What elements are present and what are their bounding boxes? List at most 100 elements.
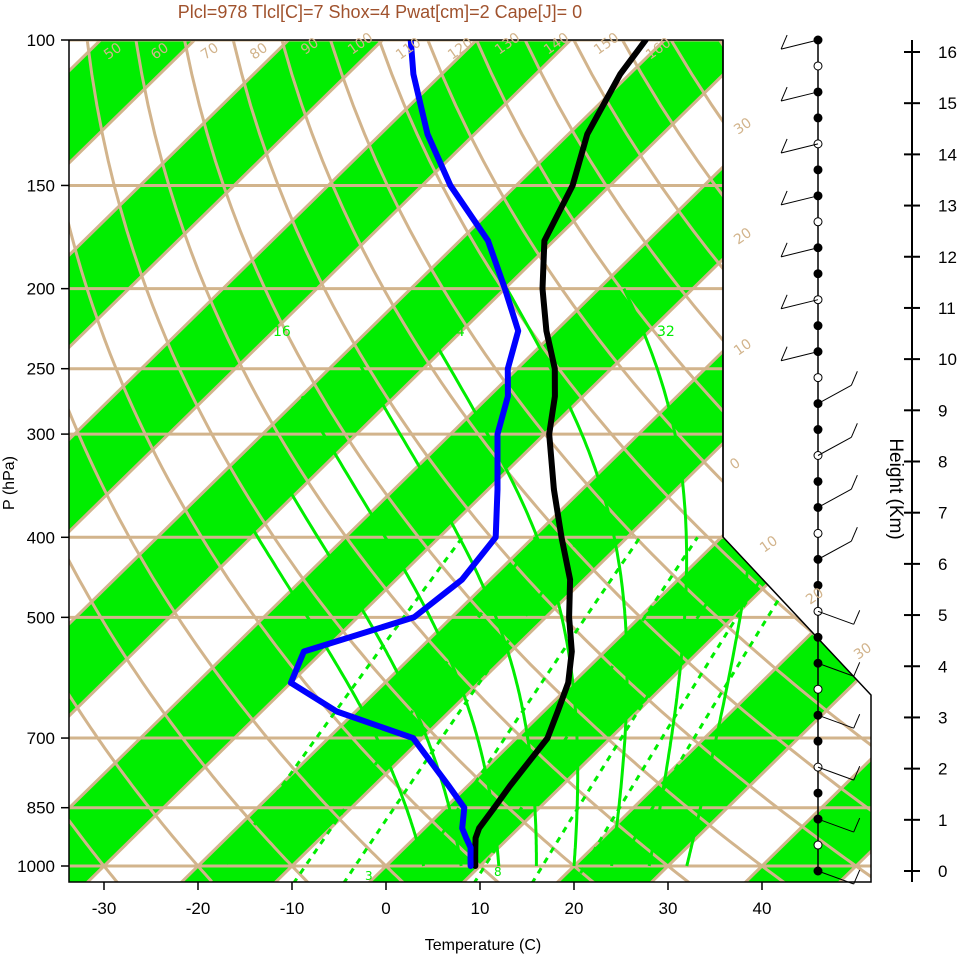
height-tick-label: 12 [938,248,957,267]
wind-barb-flag [850,475,858,490]
moist-adiabat [505,287,629,867]
wind-barb [817,436,852,456]
wind-barb-flag [780,242,788,258]
wind-barb [780,195,819,206]
wind-dot [813,373,823,383]
height-tick-label: 7 [938,504,947,523]
wind-barb [817,488,852,508]
y-tick-label: 300 [27,425,55,444]
dewpoint-profile [287,40,522,869]
dry-adiabat [183,40,787,882]
isotherm [69,40,760,882]
dry-adiabat-label: 30 [851,640,875,663]
height-tick-label: 11 [938,299,956,318]
wind-dot [813,684,823,694]
dry-adiabat-label: 110 [393,35,424,63]
wind-barb-flag [780,294,788,309]
wind-barb-flag [853,714,861,729]
dry-adiabat-lines [69,40,871,882]
wind-barb-flag [780,190,788,206]
temperature-band [69,40,571,882]
height-tick-label: 1 [938,811,947,830]
moist-adiabat [408,296,580,867]
height-tick-label: 14 [938,145,957,164]
wind-dot [813,113,823,123]
wind-barb-flag [780,346,788,361]
wind-barb [817,766,854,781]
moist-adiabat [352,353,538,866]
y-tick-label: 700 [27,729,55,748]
dry-adiabat [85,40,596,882]
y-axis-label: P (hPa) [1,456,18,510]
x-tick-label: 0 [381,899,390,918]
height-tick-label: 13 [938,197,957,216]
moist-adiabat-label: 32 [657,324,675,340]
y-tick-label: 200 [27,280,55,299]
isotherm [69,40,854,882]
y-tick-label: 400 [27,528,55,547]
isotherm [69,40,384,882]
dry-adiabat-label: 20 [731,225,755,248]
temperature-band [180,40,871,882]
mixing-ratio-line [408,536,642,882]
isotherm [461,40,871,882]
temperature-band [556,40,871,882]
wind-barb [780,247,819,258]
height-tick-label: 9 [938,401,947,420]
isotherm [69,40,666,882]
wind-barb-flag [853,610,861,625]
dry-adiabat [475,40,871,882]
height-tick-label: 2 [938,760,947,779]
x-tick-label: 40 [753,899,772,918]
wind-barb [817,610,854,625]
wind-barb [780,91,819,102]
dry-adiabat [69,40,501,882]
mixing-ratio-line [342,536,582,882]
axes: -30 -20 -10 0 10 20 30 401001502002503004005007… [17,31,957,918]
height-tick-label: 4 [938,657,947,676]
isotherm [179,40,871,882]
dry-adiabat-label: 150 [591,30,622,58]
wind-dot [813,528,823,538]
wind-barb-flag [853,765,861,781]
mixing-ratio-label: 8 [494,865,502,879]
temperature-profile [472,40,649,869]
x-tick-label: -30 [92,899,117,918]
y-tick-label: 1000 [17,857,55,876]
temperature-band [69,40,383,882]
height-tick-label: 5 [938,606,947,625]
wind-dot [813,61,823,71]
moist-adiabat [259,439,463,867]
isotherm [69,40,290,882]
height-tick-label: 10 [938,350,957,369]
height-tick-label: 16 [938,43,957,62]
dry-adiabat [69,40,310,882]
mixing-ratio-lines [211,536,819,882]
wind-barb [817,384,852,405]
wind-barb-flag [850,423,858,438]
dry-adiabat [69,40,120,882]
y-tick-label: 150 [27,176,55,195]
y-tick-label: 850 [27,799,55,818]
wind-dot [813,425,823,435]
wind-barb-flag [780,86,788,102]
wind-barb-flag [850,371,858,386]
wind-dot [813,269,823,279]
isotherm [69,40,572,882]
height-tick-label: 3 [938,708,947,727]
wind-dot [813,321,823,331]
wind-dot [813,736,823,746]
wind-barb-flag [853,869,861,885]
wind-barb [817,818,854,833]
wind-barb-flag [853,662,861,677]
mixing-ratio-line [292,536,537,882]
dry-adiabat [280,40,871,882]
height-tick-label: 15 [938,94,957,113]
wind-barb-flag [780,34,788,50]
sounding-profiles [287,40,649,869]
dry-adiabat-label: 0 [727,455,743,473]
dry-adiabat [69,40,406,882]
wind-dot [813,632,823,642]
wind-dot [813,476,823,486]
